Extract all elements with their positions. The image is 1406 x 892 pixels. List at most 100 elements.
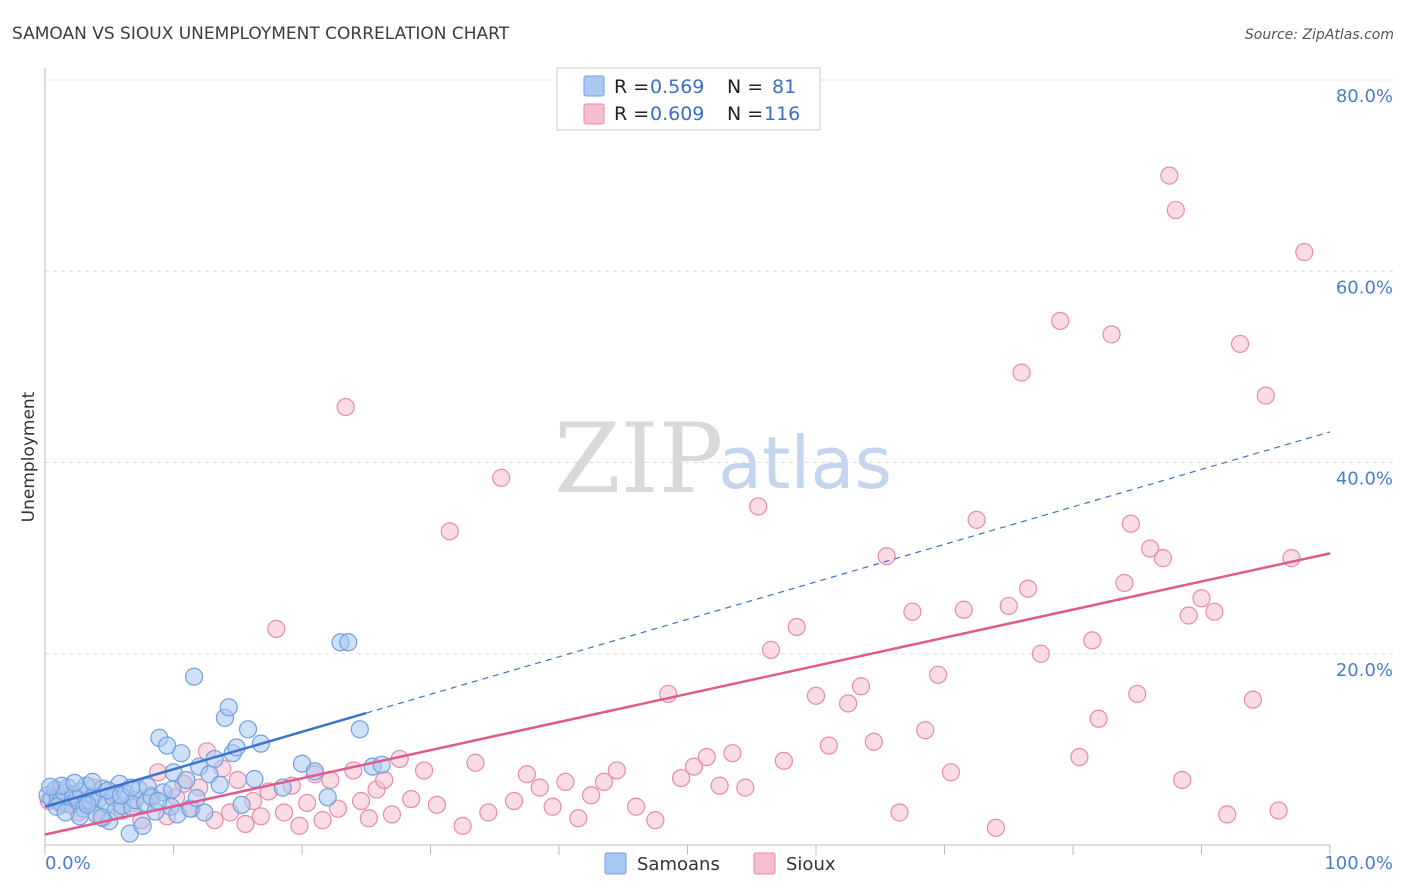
legend-swatch-samoans (583, 75, 605, 97)
sioux-point-57 (556, 772, 575, 791)
sioux-point-81 (890, 803, 909, 822)
samoans-point-74 (78, 795, 97, 814)
watermark-zip: ZIP (554, 403, 723, 515)
sioux-point-43 (382, 805, 402, 824)
samoans-point-54 (238, 720, 258, 739)
sioux-point-31 (290, 816, 309, 835)
chart-source: Source: ZipAtlas.com (1245, 27, 1394, 43)
samoans-point-70 (41, 777, 60, 796)
series-legend: Samoans Sioux (604, 852, 836, 875)
sioux-point-92 (1031, 644, 1050, 663)
sioux-point-40 (359, 809, 378, 828)
sioux-point-109 (1230, 334, 1250, 354)
sioux-point-36 (328, 799, 348, 818)
sioux-point-67 (697, 747, 716, 767)
gridlines (45, 79, 1394, 655)
trend-lines (44, 431, 1331, 836)
sioux-point-28 (267, 619, 286, 638)
x-tick-label-1: 100.0% (1324, 853, 1393, 874)
sioux-trend-line (44, 552, 1331, 836)
sioux-point-90 (1012, 363, 1031, 382)
samoans-trend-line (44, 711, 367, 808)
y-tick-labels: 20.0% 40.0% 60.0% 80.0% (1336, 86, 1393, 681)
samoans-point-50 (219, 698, 238, 717)
sioux-point-98 (1115, 573, 1134, 593)
sioux-point-74 (787, 617, 806, 637)
series-legend-label-samoans: Samoans (637, 854, 720, 875)
samoans-point-63 (350, 720, 369, 739)
sioux-point-77 (839, 694, 858, 713)
sioux-point-47 (427, 795, 447, 814)
sioux-point-39 (352, 791, 371, 811)
sioux-point-99 (1128, 684, 1147, 704)
sioux-point-101 (1153, 549, 1173, 568)
sioux-point-69 (723, 744, 742, 763)
sioux-point-88 (986, 818, 1006, 837)
sioux-point-110 (1243, 690, 1263, 709)
sioux-point-85 (941, 763, 961, 782)
axes (44, 68, 1331, 855)
sioux-point-37 (336, 397, 355, 417)
y-axis-label: Unemployment (19, 391, 39, 522)
sioux-point-86 (954, 600, 973, 619)
sioux-point-115 (1121, 514, 1140, 533)
x-tick-labels: 0.0% 100.0% (45, 853, 1393, 874)
y-tick-label-2: 60.0% (1336, 277, 1393, 298)
sioux-point-58 (569, 809, 588, 828)
sioux-point-94 (1070, 747, 1089, 767)
sioux-point-53 (504, 791, 524, 811)
sioux-point-106 (1192, 589, 1211, 608)
sioux-point-93 (1051, 311, 1070, 331)
legend-r-label-samoans: R = (614, 76, 649, 98)
sioux-point-62 (626, 797, 646, 816)
legend-r-label-sioux: R = (614, 103, 649, 125)
sioux-point-75 (806, 686, 826, 705)
sioux-point-52 (492, 468, 511, 487)
legend-r-value-samoans: 0.569 (650, 76, 704, 98)
sioux-point-96 (1089, 709, 1108, 728)
sioux-point-32 (298, 793, 317, 813)
sioux-point-54 (517, 765, 536, 784)
sioux-point-112 (1269, 801, 1288, 820)
sioux-point-76 (819, 736, 838, 755)
sioux-point-48 (440, 522, 459, 541)
samoans-trend-dashed (366, 431, 1331, 714)
sioux-point-73 (774, 751, 793, 770)
sioux-point-84 (928, 665, 948, 684)
stats-legend: R = 0.569 N = 81 R = 0.609 N = 116 (556, 67, 821, 131)
sioux-point-80 (877, 547, 896, 566)
sioux-point-59 (582, 786, 601, 805)
legend-n-value-samoans: 81 (772, 76, 796, 98)
samoans-point-29 (133, 816, 152, 835)
sioux-point-103 (1166, 200, 1185, 220)
legend-n-label-sioux: N = (727, 103, 763, 125)
sioux-point-29 (274, 803, 294, 822)
sioux-point-78 (851, 677, 871, 696)
samoans-point-80 (187, 789, 206, 808)
samoans-point-72 (56, 803, 75, 822)
y-tick-label-1: 40.0% (1336, 469, 1393, 490)
sioux-point-105 (1179, 606, 1198, 625)
sioux-point-102 (1160, 166, 1179, 185)
sioux-point-42 (375, 770, 394, 790)
y-tick-label-0: 20.0% (1336, 660, 1393, 681)
sioux-point-26 (251, 807, 270, 826)
samoans-point-40 (172, 744, 191, 763)
sioux-point-50 (466, 753, 485, 772)
samoans-point-68 (83, 772, 102, 791)
sioux-point-104 (1173, 770, 1192, 790)
samoans-point-48 (210, 775, 229, 794)
sioux-point-72 (761, 640, 781, 660)
samoans-point-73 (65, 773, 84, 792)
sioux-point-55 (530, 778, 549, 797)
sioux-point-108 (1218, 805, 1237, 824)
sioux-point-71 (749, 497, 768, 516)
sioux-point-111 (1256, 386, 1275, 405)
sioux-point-24 (236, 814, 255, 834)
legend-swatch-sioux (583, 103, 605, 125)
sioux-point-89 (999, 596, 1018, 616)
sioux-point-91 (1018, 579, 1038, 598)
samoans-point-60 (318, 788, 337, 807)
samoans-point-62 (339, 633, 358, 652)
